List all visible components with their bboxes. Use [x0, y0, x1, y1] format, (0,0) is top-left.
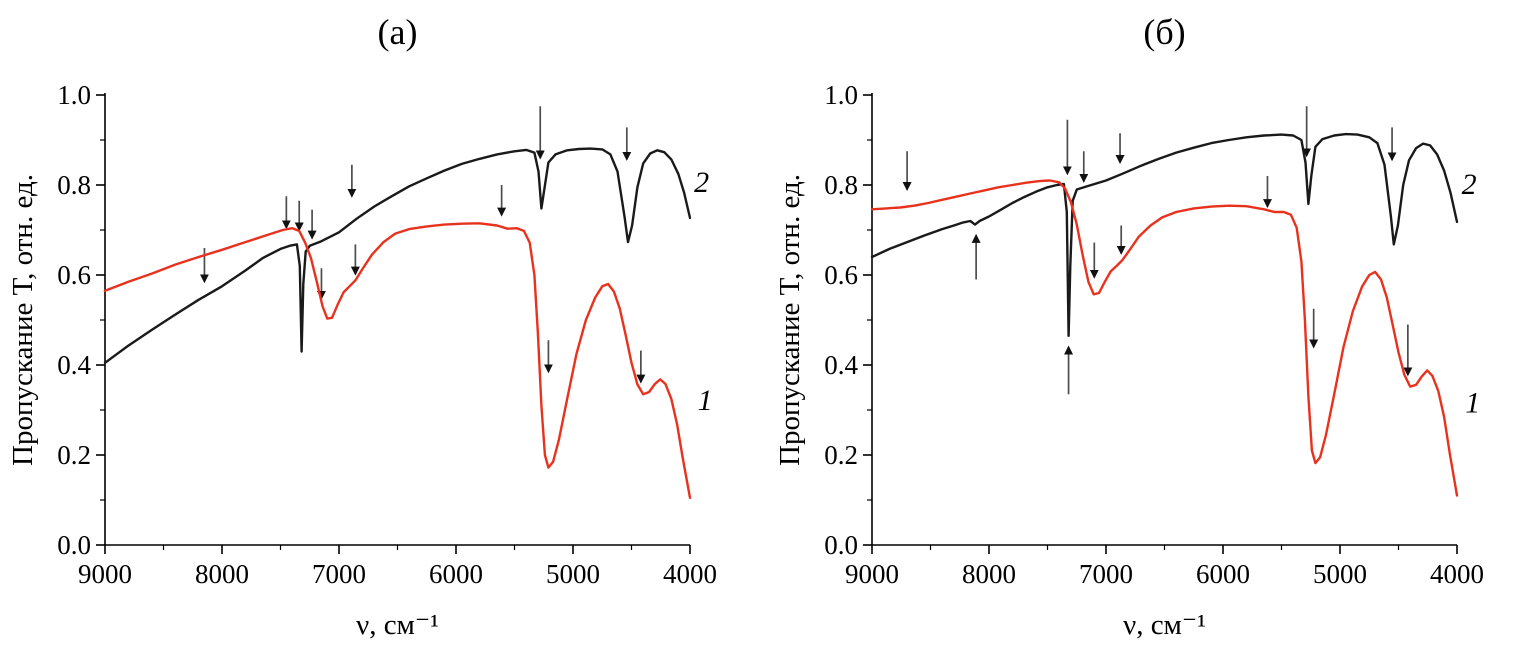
x-tick-label: 7000 [312, 559, 366, 589]
y-tick-label: 0.8 [57, 170, 91, 200]
y-tick-label: 1.0 [824, 80, 858, 110]
x-tick-label: 9000 [78, 559, 132, 589]
y-ticks: 0.0 0.2 0.4 0.6 0.8 1.0 [824, 80, 872, 560]
y-axis-label: Пропускание T, отн. ед. [7, 174, 39, 466]
y-tick-label: 0.4 [824, 350, 858, 380]
panel-title: (а) [378, 12, 418, 52]
curve-label-2: 2 [694, 166, 709, 199]
x-axis-label: ν, см⁻¹ [1123, 609, 1206, 641]
axes [104, 93, 690, 546]
y-tick-label: 0.0 [57, 530, 91, 560]
y-tick-label: 0.6 [57, 260, 91, 290]
spectrum-curve-1 [870, 179, 1459, 497]
x-tick-label: 6000 [1196, 559, 1250, 589]
x-ticks: 9000 8000 7000 6000 5000 4000 [78, 545, 717, 589]
curve-label-1: 1 [698, 384, 713, 417]
y-tick-label: 0.0 [824, 530, 858, 560]
x-tick-label: 8000 [195, 559, 249, 589]
x-ticks: 9000 8000 7000 6000 5000 4000 [845, 545, 1484, 589]
y-tick-label: 0.2 [57, 440, 91, 470]
annotation-arrows [199, 106, 646, 384]
axes [871, 93, 1457, 546]
y-tick-label: 0.2 [824, 440, 858, 470]
x-tick-label: 7000 [1079, 559, 1133, 589]
y-tick-label: 0.8 [824, 170, 858, 200]
panel-a: (а) 9000 8000 7000 6000 5000 4000 0.0 0.2 0.4 0.6 0… [0, 0, 767, 660]
annotation-arrows [902, 106, 1413, 395]
curve-label-2: 2 [1462, 168, 1477, 201]
curve-label-1: 1 [1465, 386, 1480, 419]
spectrum-curve-2 [870, 132, 1459, 337]
y-axis-label: Пропускание T, отн. ед. [774, 174, 806, 466]
y-ticks: 0.0 0.2 0.4 0.6 0.8 1.0 [57, 80, 105, 560]
x-tick-label: 8000 [962, 559, 1016, 589]
spectrum-curve-1 [103, 222, 692, 499]
y-tick-label: 0.4 [57, 350, 91, 380]
x-axis-label: ν, см⁻¹ [356, 609, 439, 641]
x-tick-label: 9000 [845, 559, 899, 589]
panel-b: (б) 9000 8000 7000 6000 5000 4000 0.0 0.2 0.4 0.6 0… [767, 0, 1534, 660]
panel-a-chart: (а)9000 8000 7000 6000 5000 40000.00.20.40.60… [7, 12, 717, 641]
spectrum-curve-2 [103, 147, 692, 364]
panel-title: (б) [1143, 12, 1185, 52]
x-tick-label: 4000 [663, 559, 717, 589]
panel-b-chart: (б)9000 8000 7000 6000 5000 40000.00.20.40.60… [774, 12, 1484, 641]
x-tick-label: 5000 [546, 559, 600, 589]
x-tick-label: 5000 [1313, 559, 1367, 589]
x-tick-label: 6000 [429, 559, 483, 589]
y-tick-label: 1.0 [57, 80, 91, 110]
x-tick-label: 4000 [1430, 559, 1484, 589]
y-tick-label: 0.6 [824, 260, 858, 290]
